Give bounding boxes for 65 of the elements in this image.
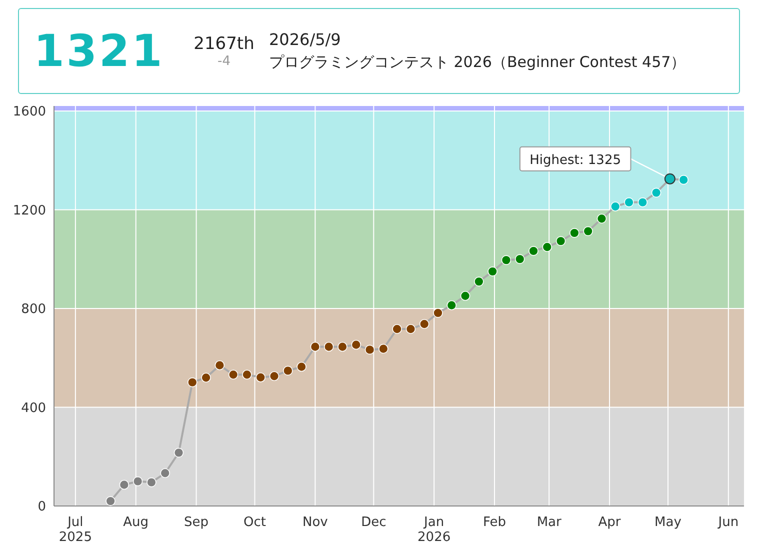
point [528,246,538,256]
point [419,319,430,329]
text: 1321 [32,26,166,76]
point [256,372,266,382]
annotation: Highest: 1325 [530,152,622,168]
x-tick-label: Sep [184,515,209,530]
point [338,342,348,352]
y-tick-label: 800 [21,302,46,318]
point [542,242,552,252]
y-tick-label: 0 [38,500,46,515]
point [501,255,512,265]
point [378,344,388,354]
x-tick-label: May [654,515,682,530]
point [242,370,252,380]
text: -4 [216,54,232,68]
point [638,197,648,208]
point [583,226,593,236]
point [283,366,293,376]
x-tick-label: Nov [302,515,328,530]
point [269,371,280,382]
point [201,372,211,383]
x-tick-label: Aug [123,515,149,530]
point [351,340,362,350]
x-tick-label: Dec [361,515,386,530]
point [678,174,688,185]
point [460,290,470,301]
x-tick-label: Jan 2026 [418,515,451,545]
x-tick-label: Apr [598,515,622,530]
point [406,324,416,334]
point [146,477,156,488]
point [556,236,566,246]
point [324,342,334,352]
point [392,324,402,334]
chart-title: プログラミングコンテスト 2026（Beginner Contest 457） [269,53,686,72]
point [610,202,620,212]
text: 2167th [192,34,256,54]
point [570,228,580,238]
point [624,197,634,208]
point [214,360,225,370]
point [187,377,198,388]
point [651,188,662,198]
x-tick-label: Jul 2025 [58,515,92,545]
y-tick-label: 1600 [12,104,46,120]
point [132,476,143,486]
point [174,448,184,458]
point [474,276,484,286]
x-tick-label: Mar [536,515,562,530]
point [364,344,375,355]
x-tick-label: Feb [482,515,506,530]
point [106,496,116,506]
point [488,266,498,276]
text: 2026/5/9 [269,30,342,49]
point [596,214,607,224]
point [446,300,457,310]
point [119,480,130,490]
point [433,308,443,318]
y-tick-label: 400 [21,400,46,416]
x-tick-label: Oct [244,515,266,530]
point [228,370,238,380]
x-tick-label: Jun [717,515,739,530]
point [296,362,306,372]
y-tick-label: 1200 [12,203,46,218]
point [514,254,525,264]
point [160,468,170,478]
point [310,342,320,352]
